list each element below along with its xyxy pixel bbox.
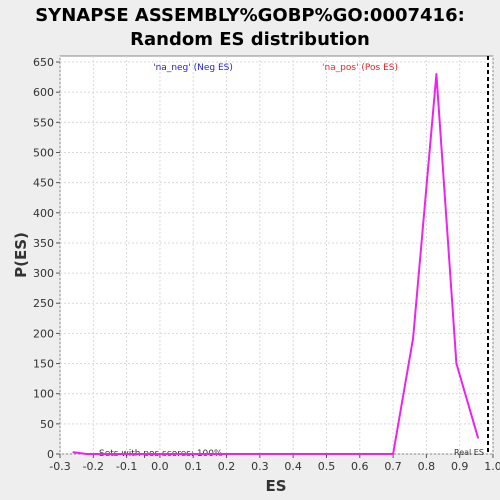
- es-distribution-point: [477, 436, 479, 439]
- x-tick-label: 0.4: [284, 460, 302, 473]
- es-distribution-point: [412, 337, 414, 340]
- x-tick-label: 0.5: [318, 460, 336, 473]
- es-distribution-point: [92, 453, 95, 455]
- es-distribution-line: [73, 73, 479, 455]
- x-tick-label: 0.1: [184, 460, 202, 473]
- x-tick-label: 0.9: [451, 460, 469, 473]
- x-tick-label: -0.3: [49, 460, 70, 473]
- series-layer: [72, 73, 479, 455]
- x-tick-label: 0.7: [384, 460, 402, 473]
- y-tick-label: 650: [33, 56, 54, 69]
- x-tick-label: 0.2: [218, 460, 236, 473]
- y-tick-label: 50: [40, 418, 54, 431]
- es-distribution-point: [292, 453, 295, 455]
- x-tick-label: 0.8: [418, 460, 436, 473]
- y-tick-label: 100: [33, 388, 54, 401]
- x-tick-label: 0.3: [251, 460, 269, 473]
- es-distribution-point: [455, 362, 458, 365]
- y-tick-label: 150: [33, 358, 54, 371]
- y-tick-label: 300: [33, 267, 54, 280]
- pos-es-label: 'na_pos' (Pos ES): [322, 63, 398, 73]
- y-tick-label: 500: [33, 146, 54, 159]
- axes: -0.3 -0.2 -0.1 0.0 0.1 0.2 0.3 0.4 0.5 0.6 0.7 0.8 0…: [33, 56, 500, 473]
- es-distribution-point: [72, 451, 75, 454]
- es-distribution-point: [435, 73, 438, 75]
- y-tick-label: 550: [33, 116, 54, 129]
- es-distribution-point: [159, 453, 161, 455]
- y-tick-label: 200: [33, 327, 54, 340]
- es-distribution-point: [225, 453, 228, 455]
- x-axis-label: ES: [265, 477, 286, 495]
- x-tick-label: -0.1: [116, 460, 137, 473]
- x-tick-label: 1.0: [484, 460, 500, 473]
- y-tick-label: 450: [33, 177, 54, 190]
- x-tick-label: 0.6: [351, 460, 369, 473]
- chart-title-line-1: SYNAPSE ASSEMBLY%GOBP%GO:0007416:: [35, 5, 465, 26]
- x-tick-label: 0.0: [151, 460, 169, 473]
- real-es-label: Real ES: [454, 448, 484, 457]
- y-tick-label: 0: [47, 448, 54, 461]
- es-distribution-point: [392, 453, 394, 455]
- y-tick-label: 400: [33, 207, 54, 220]
- x-tick-label: -0.2: [83, 460, 104, 473]
- es-distribution-point: [85, 453, 88, 455]
- y-tick-label: 250: [33, 297, 54, 310]
- y-tick-label: 600: [33, 86, 54, 99]
- y-axis-label: P(ES): [12, 232, 30, 278]
- chart-title-line-2: Random ES distribution: [130, 29, 370, 50]
- plot-area: [59, 55, 494, 455]
- neg-es-label: 'na_neg' (Neg ES): [153, 63, 233, 73]
- es-distribution-point: [358, 453, 361, 455]
- grid: [59, 56, 494, 455]
- y-tick-label: 350: [33, 237, 54, 250]
